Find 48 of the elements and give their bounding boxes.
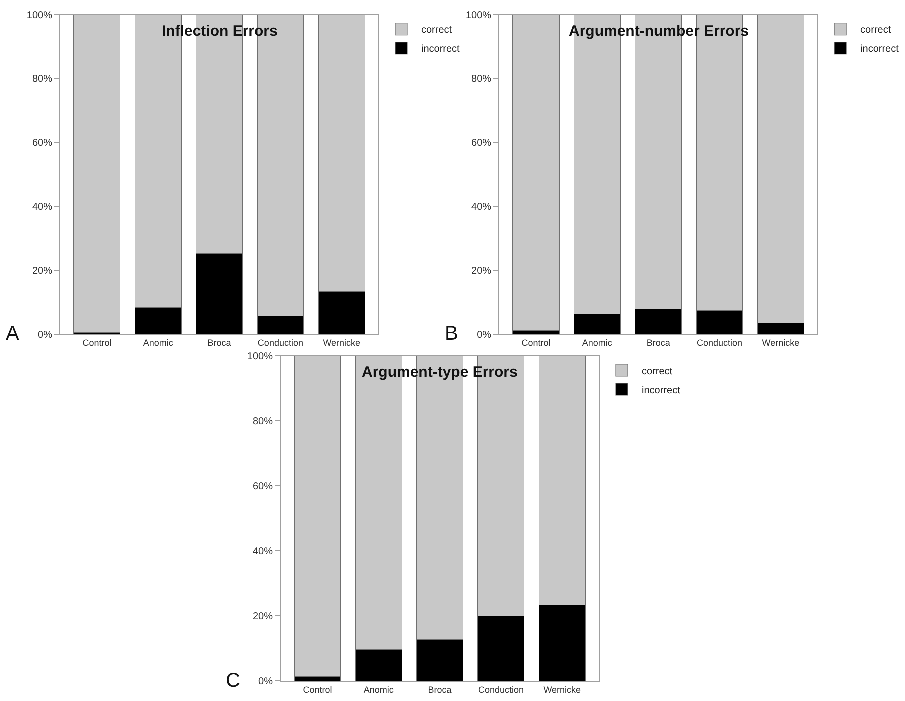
y-tick-label: 20% <box>472 266 492 277</box>
y-tick-label: 0% <box>477 330 492 341</box>
y-tick-label: 40% <box>252 546 274 558</box>
legend-label: incorrect <box>642 385 681 396</box>
text: Argument-type Errors <box>362 364 518 381</box>
y-tick-label: 0% <box>38 330 53 341</box>
x-tick-label: Control <box>82 338 112 348</box>
y-tick-label: 60% <box>32 138 53 150</box>
x-tick-label: Anomic <box>582 338 613 348</box>
legend-label: correct <box>421 25 452 36</box>
y-tick-label: 100% <box>26 10 53 22</box>
legend-label: correct <box>642 366 673 378</box>
x-tick-label: Control <box>522 338 551 348</box>
y-tick-label: 60% <box>252 482 274 493</box>
x-tick-label: Wernicke <box>323 338 361 348</box>
y-tick-label: 20% <box>252 612 274 623</box>
x-tick-label: Anomic <box>143 338 174 348</box>
y-tick-label: 80% <box>32 74 53 86</box>
x-tick-label: Broca <box>208 338 232 348</box>
text: Argument-number Errors <box>569 23 750 40</box>
x-tick-label: Wernicke <box>544 685 582 696</box>
legend-label: correct <box>860 25 892 36</box>
y-tick-label: 80% <box>252 416 274 428</box>
bar <box>512 14 560 332</box>
text: A <box>6 323 20 345</box>
y-tick-label: 40% <box>472 202 492 213</box>
y-tick-label: 60% <box>472 138 492 150</box>
x-tick-label: Wernicke <box>762 338 800 348</box>
x-tick-label: Conduction <box>258 338 304 348</box>
y-tick-label: 20% <box>32 266 53 277</box>
x-tick-label: Broca <box>646 338 670 348</box>
bar <box>74 14 121 333</box>
y-tick-label: 40% <box>32 202 53 213</box>
bar <box>294 356 342 677</box>
legend-label: incorrect <box>421 44 460 56</box>
y-tick-label: 0% <box>258 676 274 688</box>
x-tick-label: Broca <box>428 685 452 696</box>
x-tick-label: Conduction <box>696 338 743 348</box>
y-tick-label: 80% <box>472 74 492 86</box>
x-tick-label: Control <box>303 685 332 696</box>
y-tick-label: 100% <box>247 351 274 362</box>
x-tick-label: Conduction <box>478 685 524 696</box>
text: C <box>226 670 240 692</box>
text: B <box>445 323 458 345</box>
y-tick-label: 100% <box>466 10 492 22</box>
legend-label: incorrect <box>860 44 900 56</box>
x-tick-label: Anomic <box>364 685 394 696</box>
text: Inflection Errors <box>162 23 278 40</box>
